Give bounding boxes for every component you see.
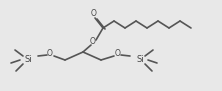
Text: Si: Si (24, 56, 32, 65)
Text: O: O (47, 49, 53, 58)
Text: O: O (91, 9, 97, 18)
Text: O: O (115, 49, 121, 58)
Text: O: O (90, 37, 96, 47)
Text: Si: Si (136, 56, 144, 65)
